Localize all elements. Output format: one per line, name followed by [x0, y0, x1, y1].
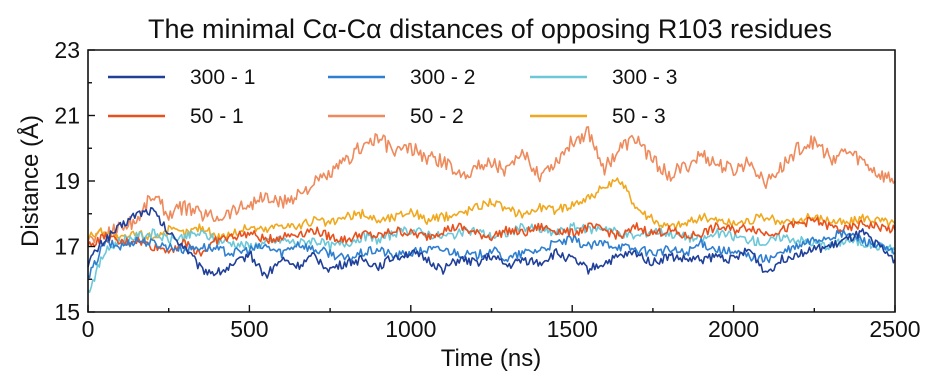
y-tick-label: 17: [54, 234, 80, 260]
series-line-300-1: [87, 207, 896, 279]
y-tick-label: 19: [54, 168, 80, 194]
series-line-50-3: [87, 177, 896, 242]
x-tick-label: 0: [82, 316, 95, 342]
y-tick-label: 21: [54, 103, 80, 129]
x-tick-label: 1500: [547, 316, 598, 342]
legend-label: 50 - 1: [190, 105, 244, 128]
x-tick-label: 2000: [708, 316, 759, 342]
legend-label: 50 - 3: [612, 105, 666, 128]
chart-title: The minimal Cα-Cα distances of opposing …: [148, 14, 832, 44]
legend-label: 300 - 1: [190, 66, 255, 89]
y-axis-label: Distance (Å): [16, 115, 44, 247]
legend: 300 - 1 300 - 2 300 - 3 50 - 1 50 - 2 50 - 3: [108, 66, 677, 128]
series-group: [87, 126, 896, 293]
y-tick-label: 15: [54, 299, 80, 325]
plot-area: 0 500 1000 1500 2000 2500 15 17 19 21 23: [54, 37, 920, 342]
x-tick-label: 1000: [385, 316, 436, 342]
x-tick-label: 2500: [869, 316, 920, 342]
series-line-300-2: [87, 229, 896, 279]
y-tick-label: 23: [54, 37, 80, 63]
legend-label: 50 - 2: [410, 105, 464, 128]
x-axis-label: Time (ns): [441, 345, 541, 372]
x-axis-ticks: 0 500 1000 1500 2000 2500: [82, 305, 921, 342]
y-axis-ticks: 15 17 19 21 23: [54, 37, 95, 325]
legend-label: 300 - 3: [612, 66, 677, 89]
x-tick-label: 500: [230, 316, 268, 342]
series-line-50-1: [87, 216, 896, 257]
series-line-50-2: [87, 126, 896, 244]
legend-label: 300 - 2: [410, 66, 475, 89]
plot-frame: [87, 49, 896, 313]
